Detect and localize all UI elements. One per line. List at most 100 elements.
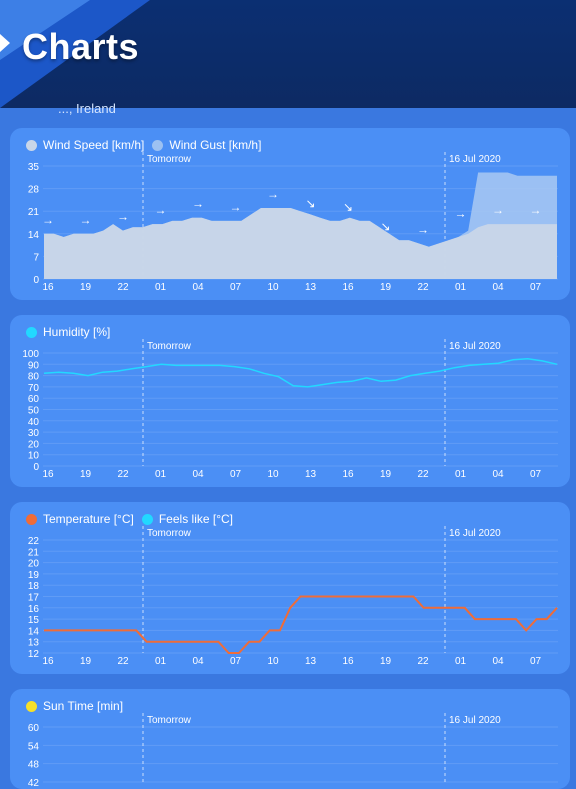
y-tick-label: 10 [28,451,40,462]
wind-direction-arrow: → [192,197,204,211]
y-tick-label: 16 [28,604,40,615]
day-marker-label: Tomorrow [147,341,192,352]
wind-direction-arrow: ↘ [305,197,315,211]
x-tick-label: 01 [155,469,167,480]
day-marker-label: 16 Jul 2020 [449,528,501,539]
legend-feels-like: Feels like [°C] [141,512,233,526]
y-tick-label: 19 [28,570,40,581]
day-marker-label: 16 Jul 2020 [449,715,501,726]
day-marker-label: Tomorrow [147,154,192,165]
y-tick-label: 28 [28,185,40,196]
legend-humidity: Humidity [%] [26,325,110,339]
wind-direction-arrow: → [42,213,54,227]
y-tick-label: 20 [28,439,40,450]
location-label: ..., Ireland [58,101,116,116]
x-tick-label: 16 [342,656,354,667]
x-tick-label: 04 [192,282,204,293]
y-tick-label: 48 [28,760,40,771]
y-tick-label: 54 [28,741,40,752]
y-tick-label: 14 [28,626,40,637]
y-tick-label: 21 [28,207,40,218]
y-tick-label: 0 [33,275,39,286]
wind-direction-arrow: → [267,187,279,201]
x-tick-label: 19 [380,469,392,480]
wind-direction-arrow: → [117,210,129,224]
wind-direction-arrow: → [230,200,242,214]
sun-time-legend: Sun Time [min] [26,699,123,713]
y-tick-label: 70 [28,383,40,394]
wind-direction-arrow: → [492,203,504,217]
x-tick-label: 22 [117,656,129,667]
x-tick-label: 07 [530,282,542,293]
x-tick-label: 01 [155,282,167,293]
x-tick-label: 16 [342,469,354,480]
humidity-chart-card[interactable]: 0 10 20 30 40 50 60 70 80 90 100 Tomorrow 16 Jul 202… [10,315,570,487]
y-tick-label: 100 [22,349,39,360]
x-tick-label: 16 [42,656,54,667]
wind-legend: Wind Speed [km/h] Wind Gust [km/h] [26,138,261,152]
wind-direction-arrow: → [530,203,542,217]
x-tick-label: 16 [42,469,54,480]
legend-label: Sun Time [min] [43,699,124,713]
x-tick-label: 19 [380,656,392,667]
humidity-line [43,357,558,388]
legend-dot [26,513,37,525]
x-tick-label: 07 [530,469,542,480]
sun-time-chart-card[interactable]: 60 54 48 42 Tomorrow 16 Jul 2020 Sun Time [mi… [10,689,570,789]
y-tick-label: 22 [28,536,40,547]
x-tick-label: 01 [155,656,167,667]
x-tick-label: 13 [305,469,317,480]
y-tick-label: 90 [28,360,40,371]
x-tick-label: 01 [455,656,467,667]
app-title: Charts [22,26,140,67]
x-tick-label: 04 [192,656,204,667]
y-tick-label: 13 [28,638,40,649]
legend-dot [26,326,37,338]
y-tick-label: 7 [33,252,39,263]
wind-chart-card[interactable]: 0 7 14 21 28 35 Tomorrow 16 Jul 2020 16 19 22 01 04 0… [10,128,570,300]
y-tick-label: 0 [33,462,39,473]
legend-label: Wind Gust [km/h] [169,138,262,152]
x-tick-label: 16 [342,282,354,293]
y-tick-label: 21 [28,547,40,558]
x-tick-label: 19 [380,282,392,293]
y-tick-label: 12 [28,649,40,660]
legend-dot [152,139,164,151]
wind-direction-arrow: → [155,203,167,217]
y-tick-label: 80 [28,372,40,383]
day-marker-label: Tomorrow [147,528,192,539]
legend-label: Humidity [%] [43,325,111,339]
x-tick-label: 22 [417,656,429,667]
y-tick-label: 35 [28,162,40,173]
y-tick-label: 15 [28,615,40,626]
temperature-chart-card[interactable]: 12 13 14 15 16 17 18 19 20 21 22 Tomorrow 16 Jul 202… [10,502,570,674]
legend-label: Wind Speed [km/h] [43,138,145,152]
y-tick-label: 30 [28,428,40,439]
wind-direction-arrow: → [455,206,467,220]
day-marker-label: 16 Jul 2020 [449,341,501,352]
day-marker-label: Tomorrow [147,715,192,726]
legend-label: Feels like [°C] [158,512,233,526]
legend-dot [26,139,37,151]
back-chevron-icon[interactable] [0,34,10,52]
x-tick-label: 07 [230,656,242,667]
x-tick-label: 22 [417,282,429,293]
y-tick-label: 60 [28,723,40,734]
x-tick-label: 13 [305,282,317,293]
y-tick-label: 20 [28,559,40,570]
x-tick-label: 07 [530,656,542,667]
day-marker-label: 16 Jul 2020 [449,154,501,165]
header-highlight [0,0,90,60]
x-tick-label: 22 [117,469,129,480]
x-tick-label: 10 [267,656,279,667]
app-header: Charts [0,0,576,108]
y-tick-label: 14 [28,230,40,241]
x-tick-label: 16 [42,282,54,293]
x-tick-label: 22 [117,282,129,293]
x-tick-label: 13 [305,656,317,667]
y-tick-label: 40 [28,417,40,428]
x-tick-label: 10 [267,282,279,293]
